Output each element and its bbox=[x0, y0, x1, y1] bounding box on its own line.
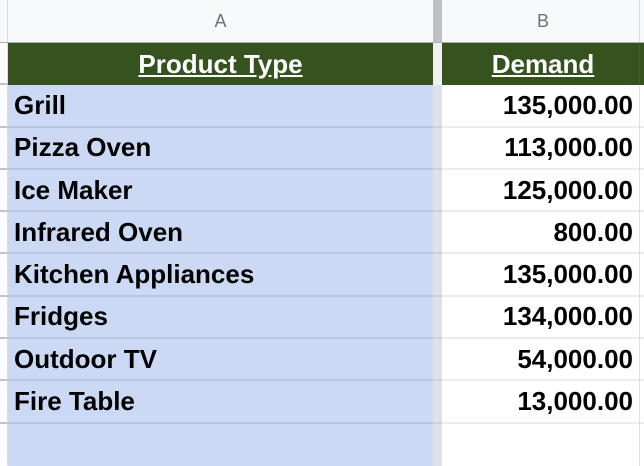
demand-cell[interactable]: 13,000.00 bbox=[442, 381, 644, 424]
demand-cell[interactable]: 113,000.00 bbox=[442, 127, 644, 170]
demand-cell[interactable]: 135,000.00 bbox=[442, 254, 644, 297]
cell-gap bbox=[433, 254, 442, 297]
cell-gap bbox=[433, 127, 442, 170]
column-letter: B bbox=[536, 10, 549, 31]
header-cell-demand[interactable]: Demand bbox=[442, 43, 644, 86]
row-header-strip bbox=[0, 0, 8, 42]
product-cell[interactable]: Outdoor TV bbox=[8, 339, 433, 382]
table-row: Infrared Oven 800.00 bbox=[0, 212, 644, 255]
table-row: Outdoor TV 54,000.00 bbox=[0, 339, 644, 382]
product-cell[interactable]: Fire Table bbox=[8, 381, 433, 424]
demand-cell[interactable]: 135,000.00 bbox=[442, 85, 644, 128]
demand-cell[interactable] bbox=[442, 423, 644, 466]
cell-gap bbox=[433, 381, 442, 424]
cell-gap bbox=[433, 169, 442, 213]
product-cell[interactable]: Infrared Oven bbox=[8, 212, 433, 255]
product-cell[interactable]: Fridges bbox=[8, 296, 433, 340]
table-row: Fridges 134,000.00 bbox=[0, 296, 644, 340]
row-header-strip bbox=[0, 381, 8, 424]
cell-gap bbox=[433, 339, 442, 382]
demand-cell[interactable]: 54,000.00 bbox=[442, 339, 644, 382]
column-header-bar: A B bbox=[0, 0, 644, 43]
table-row: Grill 135,000.00 bbox=[0, 85, 644, 128]
column-letter: A bbox=[214, 10, 227, 31]
row-header-strip bbox=[0, 254, 8, 297]
row-header-strip bbox=[0, 296, 8, 340]
row-header-strip bbox=[0, 169, 8, 213]
demand-cell[interactable]: 134,000.00 bbox=[442, 296, 644, 340]
product-cell[interactable]: Ice Maker bbox=[8, 169, 433, 213]
row-header-strip bbox=[0, 339, 8, 382]
column-divider[interactable] bbox=[433, 0, 442, 42]
cell-gap bbox=[433, 212, 442, 255]
row-header-strip bbox=[0, 212, 8, 255]
table-row: Ice Maker 125,000.00 bbox=[0, 169, 644, 213]
empty-row bbox=[0, 423, 644, 466]
product-cell[interactable]: Kitchen Appliances bbox=[8, 254, 433, 297]
row-header-strip bbox=[0, 423, 8, 466]
row-header-strip bbox=[0, 43, 8, 86]
row-header-strip bbox=[0, 85, 8, 128]
column-header-b[interactable]: B bbox=[442, 0, 644, 42]
table-row: Pizza Oven 113,000.00 bbox=[0, 127, 644, 170]
header-cell-product-type[interactable]: Product Type bbox=[8, 43, 433, 86]
demand-cell[interactable]: 800.00 bbox=[442, 212, 644, 255]
row-header-strip bbox=[0, 127, 8, 170]
product-cell[interactable]: Grill bbox=[8, 85, 433, 128]
demand-cell[interactable]: 125,000.00 bbox=[442, 169, 644, 213]
cell-gap bbox=[433, 85, 442, 128]
product-cell[interactable]: Pizza Oven bbox=[8, 127, 433, 170]
column-header-a[interactable]: A bbox=[8, 0, 433, 42]
cell-gap bbox=[433, 423, 442, 466]
cell-gap bbox=[433, 43, 442, 86]
product-cell[interactable] bbox=[8, 423, 433, 466]
table-row: Fire Table 13,000.00 bbox=[0, 381, 644, 424]
table-header-row: Product Type Demand bbox=[0, 43, 644, 86]
table-row: Kitchen Appliances 135,000.00 bbox=[0, 254, 644, 297]
cell-gap bbox=[433, 296, 442, 340]
